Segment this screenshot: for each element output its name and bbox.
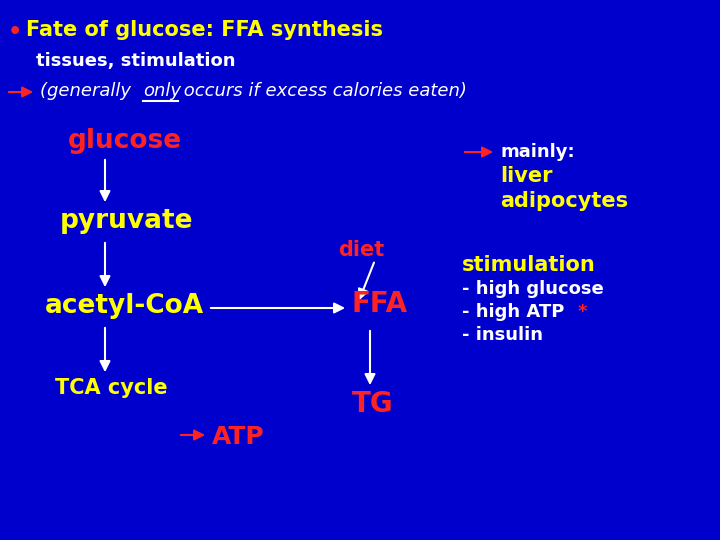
Text: only: only [143, 82, 181, 100]
Text: - insulin: - insulin [462, 326, 543, 344]
Text: adipocytes: adipocytes [500, 191, 628, 211]
Text: Fate of glucose: FFA synthesis: Fate of glucose: FFA synthesis [26, 20, 383, 40]
Text: stimulation: stimulation [462, 255, 595, 275]
Text: TCA cycle: TCA cycle [55, 378, 168, 398]
Text: (generally: (generally [40, 82, 137, 100]
Text: glucose: glucose [68, 128, 182, 154]
Text: liver: liver [500, 166, 552, 186]
Text: occurs if excess calories eaten): occurs if excess calories eaten) [178, 82, 467, 100]
Text: •: • [8, 22, 22, 42]
Text: diet: diet [338, 240, 384, 260]
Text: - high glucose: - high glucose [462, 280, 604, 298]
Text: acetyl-CoA: acetyl-CoA [45, 293, 204, 319]
Text: - high ATP: - high ATP [462, 303, 571, 321]
Text: mainly:: mainly: [500, 143, 575, 161]
Text: ATP: ATP [212, 425, 265, 449]
Text: TG: TG [352, 390, 394, 418]
Text: pyruvate: pyruvate [60, 208, 194, 234]
Text: FFA: FFA [352, 290, 408, 318]
Text: *: * [578, 303, 588, 321]
Text: tissues, stimulation: tissues, stimulation [36, 52, 235, 70]
